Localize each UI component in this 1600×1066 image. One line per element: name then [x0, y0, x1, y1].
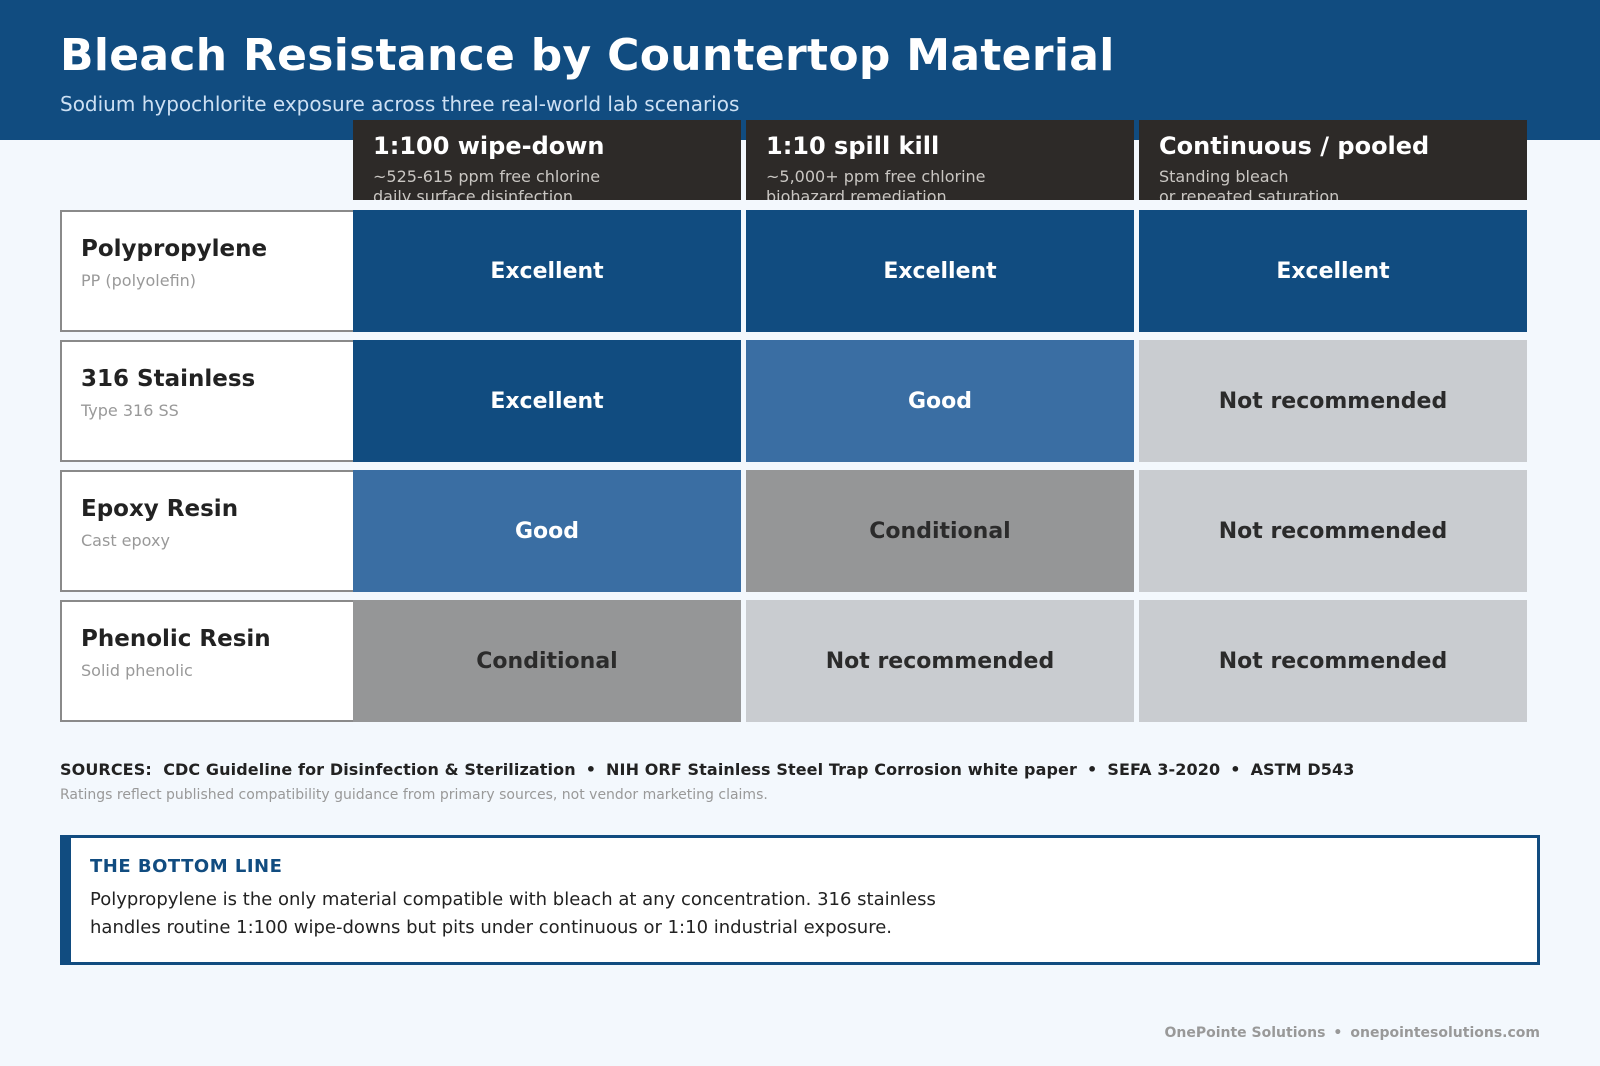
bottom-line-body: Polypropylene is the only material compa… — [90, 889, 936, 938]
footer: OnePointe Solutions • onepointesolutions.c… — [1164, 1025, 1540, 1041]
row-label-epoxy-resin: Epoxy Resin Cast epoxy — [60, 470, 355, 592]
source-item: ASTM D543 — [1250, 760, 1355, 779]
material-name: 316 Stainless — [81, 366, 256, 392]
rating-cell: Conditional — [353, 600, 741, 722]
footer-website: onepointesolutions.com — [1350, 1025, 1540, 1041]
material-type: Solid phenolic — [81, 661, 193, 680]
chart-subtitle: Sodium hypochlorite exposure across thre… — [60, 92, 740, 116]
separator: • — [1333, 1025, 1343, 1041]
material-type: Type 316 SS — [81, 401, 179, 420]
source-item: SEFA 3-2020 — [1107, 760, 1221, 779]
ratings-note: Ratings reflect published compatibility … — [60, 787, 768, 803]
footer-company: OnePointe Solutions — [1164, 1025, 1326, 1041]
row-label-phenolic-resin: Phenolic Resin Solid phenolic — [60, 600, 355, 722]
sources-label: SOURCES: — [60, 760, 152, 779]
column-detail: Standing bleach — [1159, 167, 1289, 186]
column-title: Continuous / pooled — [1159, 132, 1430, 160]
rating-cell: Not recommended — [1139, 340, 1527, 462]
column-detail: ~525-615 ppm free chlorine — [373, 167, 601, 186]
column-detail: or repeated saturation — [1159, 187, 1340, 200]
separator: • — [585, 760, 597, 779]
source-item: NIH ORF Stainless Steel Trap Corrosion w… — [606, 760, 1077, 779]
separator: • — [1230, 760, 1241, 779]
rating-cell: Excellent — [746, 210, 1134, 332]
column-detail: daily surface disinfection — [373, 187, 574, 200]
column-header-wipe-down: 1:100 wipe-down ~525-615 ppm free chlori… — [353, 120, 741, 200]
bottom-line-heading: THE BOTTOM LINE — [90, 856, 283, 877]
column-header-spill-kill: 1:10 spill kill ~5,000+ ppm free chlorin… — [746, 120, 1134, 200]
column-detail: ~5,000+ ppm free chlorine — [766, 167, 986, 186]
column-header-continuous: Continuous / pooled Standing bleach or r… — [1139, 120, 1527, 200]
chart-title: Bleach Resistance by Countertop Material — [60, 30, 1115, 81]
row-label-316-stainless: 316 Stainless Type 316 SS — [60, 340, 355, 462]
separator: • — [1087, 760, 1098, 779]
material-name: Epoxy Resin — [81, 496, 239, 522]
bottom-line-box: THE BOTTOM LINE Polypropylene is the onl… — [60, 835, 1540, 965]
material-type: PP (polyolefin) — [81, 271, 197, 290]
rating-cell: Excellent — [353, 340, 741, 462]
material-name: Polypropylene — [81, 236, 268, 262]
row-label-polypropylene: Polypropylene PP (polyolefin) — [60, 210, 355, 332]
column-detail: biohazard remediation — [766, 187, 947, 200]
rating-cell: Not recommended — [746, 600, 1134, 722]
column-title: 1:10 spill kill — [766, 132, 940, 160]
rating-cell: Excellent — [353, 210, 741, 332]
rating-cell: Not recommended — [1139, 600, 1527, 722]
material-type: Cast epoxy — [81, 531, 170, 550]
header-banner — [0, 0, 1600, 140]
rating-cell: Conditional — [746, 470, 1134, 592]
source-item: CDC Guideline for Disinfection & Sterili… — [163, 760, 576, 779]
rating-cell: Excellent — [1139, 210, 1527, 332]
sources-line: SOURCES: CDC Guideline for Disinfection … — [60, 760, 1354, 779]
material-name: Phenolic Resin — [81, 626, 271, 652]
rating-cell: Good — [353, 470, 741, 592]
rating-cell: Good — [746, 340, 1134, 462]
column-title: 1:100 wipe-down — [373, 132, 605, 160]
rating-cell: Not recommended — [1139, 470, 1527, 592]
